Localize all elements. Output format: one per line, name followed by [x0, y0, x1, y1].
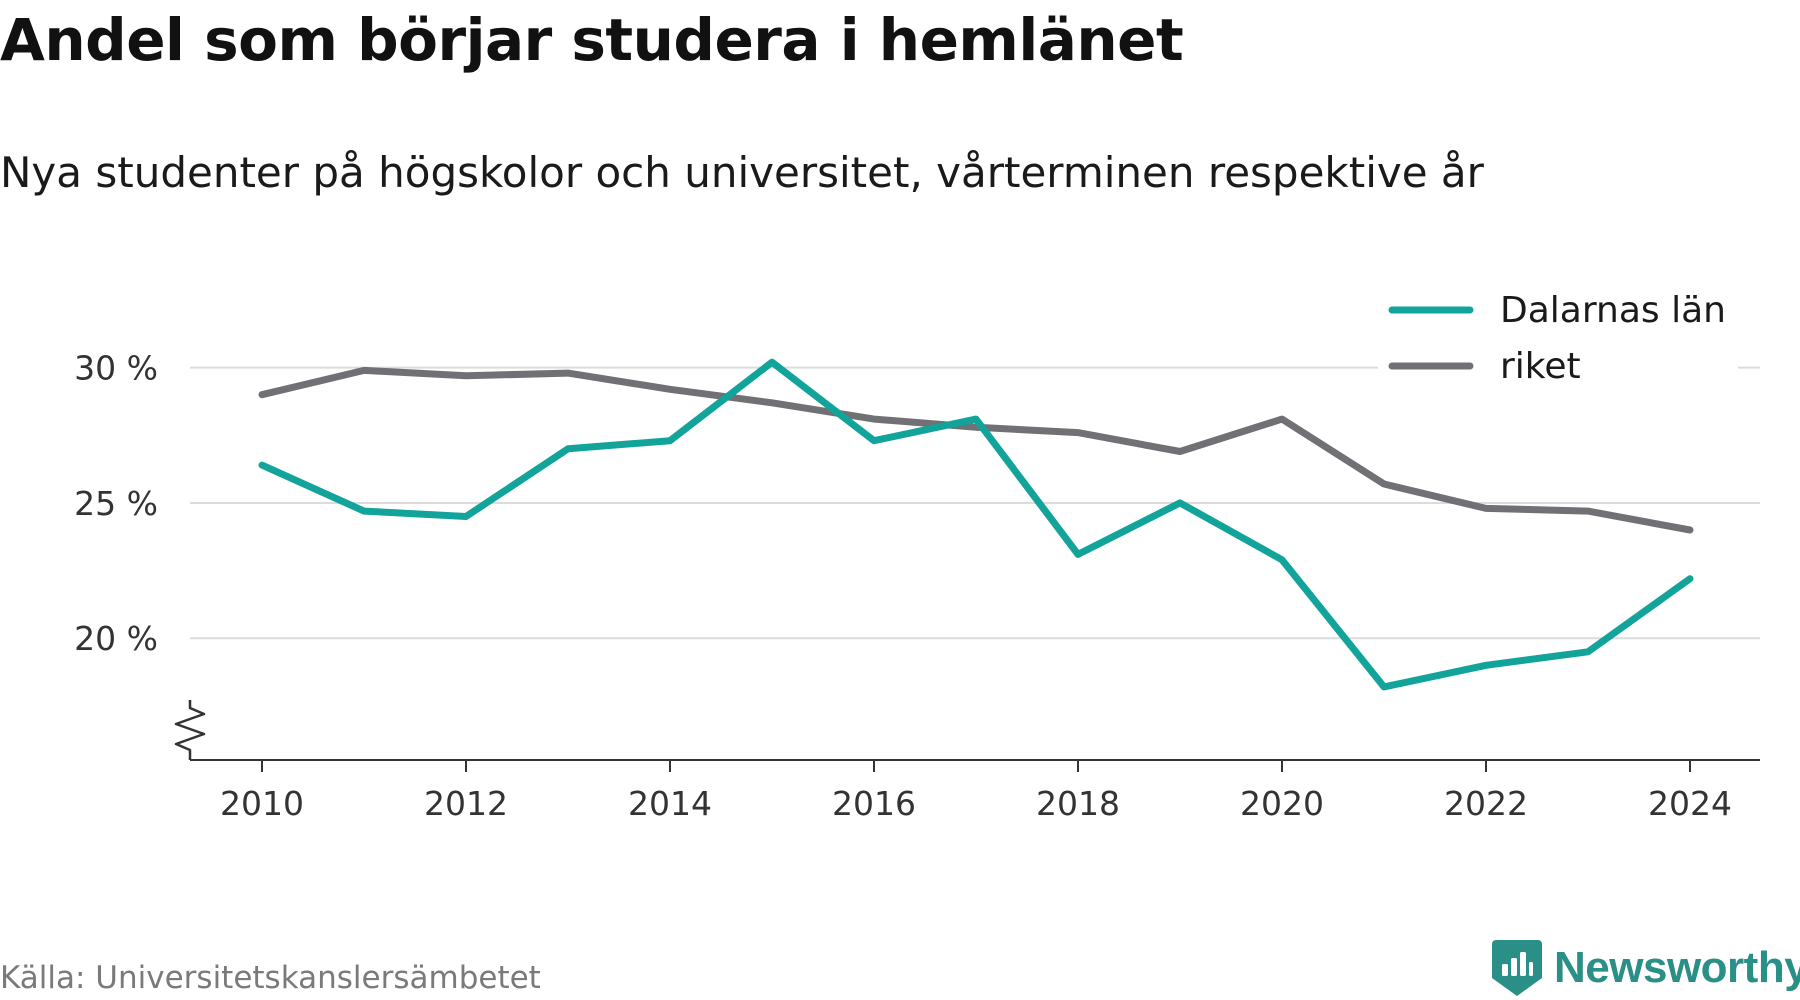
x-axis	[174, 700, 1760, 761]
newsworthy-logo-icon	[1492, 940, 1542, 996]
gridlines	[190, 366, 1760, 640]
x-axis-ticks: 2010 2012 2014 2016 2018 2020 2022 2024	[220, 760, 1732, 823]
brand-name: Newsworthy	[1554, 943, 1800, 992]
axis-break-icon	[174, 700, 206, 760]
legend-label: riket	[1500, 346, 1581, 387]
x-tick-label: 2018	[1036, 784, 1120, 823]
series-lines	[258, 358, 1694, 691]
x-tick-label: 2016	[832, 784, 916, 823]
brand-logo: Newsworthy	[1492, 940, 1800, 996]
line-chart: 20 % 25 % 30 % 2010 2012 2014 2016 2018 2020 202…	[74, 280, 1760, 823]
chart-subtitle: Nya studenter på högskolor och universit…	[0, 148, 1484, 197]
chart-title: Andel som börjar studera i hemlänet	[0, 6, 1184, 74]
x-tick-label: 2014	[628, 784, 712, 823]
x-tick-label: 2020	[1240, 784, 1324, 823]
legend-label: Dalarnas län	[1500, 290, 1726, 331]
series-line-1	[258, 366, 1694, 534]
y-tick-label: 25 %	[74, 484, 158, 523]
series-line-0	[258, 358, 1694, 691]
x-tick-label: 2022	[1444, 784, 1528, 823]
x-tick-label: 2012	[424, 784, 508, 823]
legend: Dalarnas län riket	[1378, 280, 1738, 387]
y-tick-label: 30 %	[74, 349, 158, 388]
y-axis-ticks: 20 % 25 % 30 %	[74, 349, 158, 659]
x-tick-label: 2010	[220, 784, 304, 823]
x-tick-label: 2024	[1648, 784, 1732, 823]
y-tick-label: 20 %	[74, 619, 158, 658]
source-note: Källa: Universitetskanslersämbetet	[0, 960, 541, 996]
